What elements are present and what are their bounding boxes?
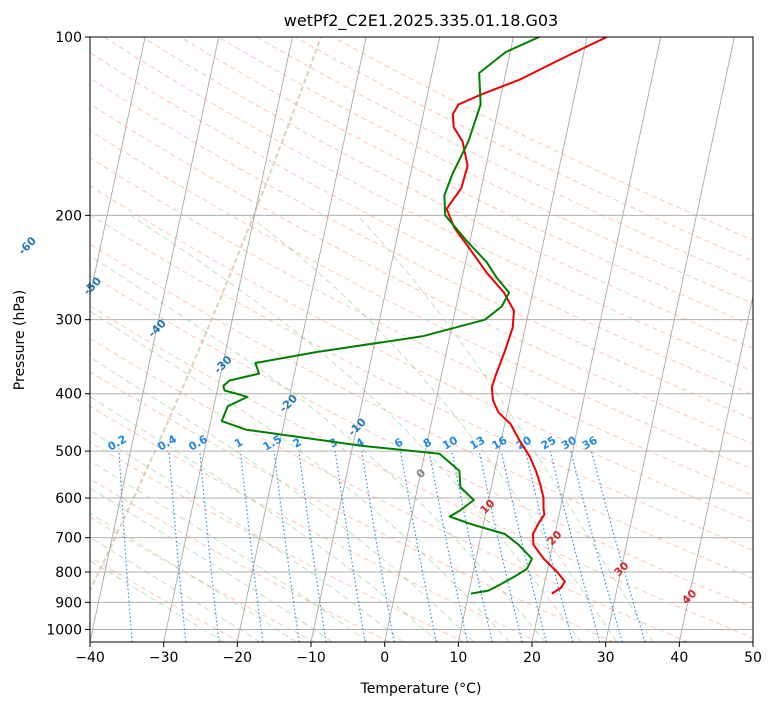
pressure-grid: [90, 37, 753, 630]
isotherm-line: [90, 37, 220, 642]
x-tick-label: 50: [744, 650, 762, 666]
dry-adiabat: [90, 478, 390, 642]
chart-title: wetPf2_C2E1.2025.335.01.18.G03: [284, 11, 558, 31]
dry-adiabat: [90, 103, 753, 445]
mixing-ratio-line: [428, 451, 469, 642]
x-tick-label: −30: [149, 650, 179, 666]
mixing-ratio-line: [570, 450, 623, 642]
moist-adiabat: [90, 429, 404, 642]
x-tick-label: −40: [75, 650, 105, 666]
dry-adiabat: [90, 274, 753, 609]
mixing-ratio-line: [273, 451, 300, 642]
mixing-ratio-line: [239, 451, 264, 642]
dry-adiabat: [90, 516, 315, 642]
y-tick-label: 100: [55, 30, 82, 46]
y-tick-label: 800: [55, 565, 82, 581]
x-tick-label: 20: [523, 650, 541, 666]
dry-adiabat: [90, 441, 465, 642]
dry-adiabat: [90, 405, 540, 642]
x-tick-label: 10: [449, 650, 467, 666]
y-tick-label: 600: [55, 491, 82, 507]
isotherm-line: [531, 37, 662, 642]
dry-adiabat: [90, 305, 753, 639]
x-tick-label: 30: [597, 650, 615, 666]
moist-adiabat: [247, 214, 618, 642]
mixing-ratio-line: [168, 451, 187, 642]
isotherm-line: [678, 293, 753, 642]
y-tick-label: 500: [55, 444, 82, 460]
mixing-ratio-line: [590, 450, 646, 642]
moist-adiabat: [357, 214, 654, 642]
moist-adiabat: [90, 310, 510, 642]
mixing-ratio-line: [298, 451, 327, 642]
isotherm-line: [384, 37, 514, 642]
moist-adiabat: [90, 460, 368, 642]
y-tick-label: 200: [55, 208, 82, 224]
x-tick-label: −10: [296, 650, 326, 666]
y-tick-label: 700: [55, 531, 82, 547]
moist-adiabat: [90, 536, 261, 642]
x-tick-label: −20: [223, 650, 253, 666]
reference-curve: [90, 37, 322, 593]
sounding-profiles: [220, 37, 608, 595]
mixing-ratio-line: [500, 450, 547, 642]
background-lines: [90, 37, 753, 642]
y-tick-label: 1000: [46, 622, 82, 638]
moist-adiabat: [90, 559, 225, 642]
mixing-ratio-lines: [118, 450, 646, 642]
isotherm-line: [163, 37, 293, 642]
dry-adiabat: [256, 37, 753, 283]
isotherm-line: [457, 37, 588, 642]
dry-adiabat: [141, 37, 753, 349]
isotherm-line: [90, 37, 146, 298]
mixing-ratio-line: [199, 451, 220, 642]
isotherm-line: [310, 37, 441, 642]
mixing-ratio-line: [400, 451, 437, 642]
x-tick-label: 0: [380, 650, 389, 666]
y-tick-label: 900: [55, 595, 82, 611]
mixing-ratio-line: [451, 450, 493, 642]
y-tick-label: 300: [55, 313, 82, 329]
y-axis-label: Pressure (hPa): [12, 290, 28, 390]
moist-adiabat: [90, 255, 546, 642]
dry-adiabat: [90, 52, 753, 396]
dewpoint-profile: [220, 37, 540, 595]
dry-adiabat: [90, 371, 614, 642]
y-tick-label: 400: [55, 387, 82, 403]
dry-adiabat: [90, 213, 753, 551]
x-axis-label: Temperature (°C): [360, 681, 482, 697]
plot-area: [90, 37, 753, 642]
mixing-ratio-line: [549, 450, 601, 642]
dry-adiabat: [90, 157, 753, 497]
mixing-ratio-line: [525, 450, 574, 642]
dry-adiabat: [90, 243, 753, 580]
y-axis: 100 200 300 400 500 600 700 800 900 1000: [46, 30, 90, 638]
x-axis: −40 −30 −20 −10 0 10 20 30 40 50: [75, 642, 762, 666]
plot-frame: [89, 36, 754, 643]
moist-adiabat: [90, 356, 475, 642]
x-tick-label: 40: [670, 650, 688, 666]
dry-adiabat: [179, 37, 753, 327]
mixing-ratio-line: [478, 450, 523, 642]
isotherm-line: [236, 37, 367, 642]
temperature-profile: [445, 37, 608, 595]
isotherm-line: [605, 37, 735, 642]
